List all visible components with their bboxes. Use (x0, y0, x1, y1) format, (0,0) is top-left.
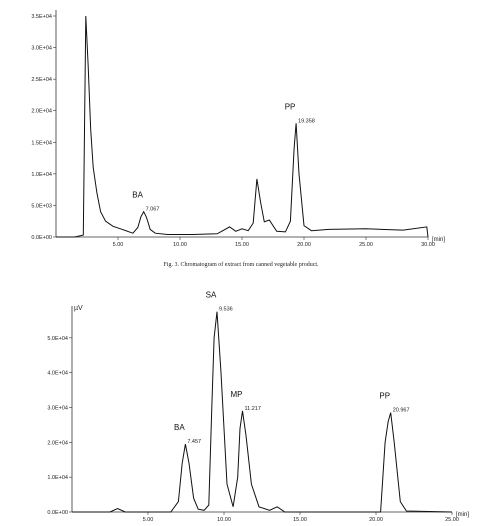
c2-peak-time-label: 9.536 (219, 307, 233, 313)
c2-peak-name-label: BA (174, 423, 185, 432)
chart1-trace (56, 15, 429, 238)
c2-peak-name-label: SA (206, 291, 217, 300)
c2-x-tick-label: 5.00 (143, 517, 154, 523)
c2-y-unit-label: µV (74, 305, 83, 312)
c1-peak-time-label: 7.067 (146, 207, 160, 213)
c2-y-tick-label: 1.0E+04 (47, 475, 68, 481)
c1-x-tick-label: 20.00 (297, 242, 311, 248)
c2-y-tick-label: 2.0E+04 (47, 440, 68, 446)
c1-y-tick-label: 1.5E+04 (31, 140, 52, 146)
c1-x-tick-label: 25.00 (359, 242, 373, 248)
c2-y-tick-label: 4.0E+04 (47, 371, 68, 377)
c2-y-tick-label: 5.0E+04 (47, 336, 68, 342)
c2-peak-name-label: PP (379, 392, 390, 401)
c2-y-tick-label: 3.0E+04 (47, 406, 68, 412)
c2-x-tick-label: 15.00 (293, 517, 307, 523)
chart2-ticks: 0.0E+00 1.0E+04 2.0E+04 3.0E+04 4.0E+04 5.0E+… (47, 305, 469, 523)
c1-peak-time-label: 19.358 (298, 118, 315, 124)
c1-y-tick-label: 2.0E+04 (31, 109, 52, 115)
c1-peak-name-label: PP (285, 102, 296, 111)
c2-x-unit-label: [min] (456, 512, 469, 518)
c2-y-tick-label: 0.0E+00 (47, 510, 68, 516)
c1-y-tick-label: 2.5E+04 (31, 77, 52, 83)
c2-peak-name-label: MP (230, 390, 242, 399)
c1-x-tick-label: 15.00 (235, 242, 249, 248)
c1-y-tick-label: 3.5E+04 (31, 14, 52, 20)
figure-caption: Fig. 3. Chromatogram of extract from can… (163, 262, 319, 268)
chart1-axes (55, 10, 428, 238)
chromatogram-1: 0.0E+00 5.0E+03 1.0E+04 1.5E+04 2.0E+04 2.5E+… (31, 10, 445, 248)
c2-x-tick-label: 25.00 (445, 517, 459, 523)
c1-x-tick-label: 30.00 (421, 242, 435, 248)
c1-x-tick-label: 10.00 (173, 242, 187, 248)
chart1-ticks: 0.0E+00 5.0E+03 1.0E+04 1.5E+04 2.0E+04 2.5E+… (31, 14, 445, 248)
chart2-trace (72, 311, 453, 513)
c1-y-tick-label: 1.0E+04 (31, 172, 52, 178)
c1-y-tick-label: 0.0E+00 (31, 235, 52, 241)
c1-peak-name-label: BA (132, 191, 143, 200)
chart1-annotations: 7.067 BA 19.358 PP (132, 102, 315, 212)
c1-x-tick-label: 5.00 (113, 242, 124, 248)
chromatogram-2: 0.0E+00 1.0E+04 2.0E+04 3.0E+04 4.0E+04 5.0E+… (47, 291, 469, 523)
c2-x-tick-label: 10.00 (217, 517, 231, 523)
c1-y-tick-label: 3.0E+04 (31, 46, 52, 52)
c2-peak-time-label: 20.967 (393, 408, 410, 414)
c2-peak-time-label: 7.457 (187, 439, 201, 445)
c2-x-tick-label: 20.00 (369, 517, 383, 523)
chart2-annotations: 7.457 BA 9.536 SA 11.217 MP 20.967 PP (174, 291, 410, 445)
c1-x-unit-label: [min] (432, 237, 445, 243)
c1-y-tick-label: 5.0E+03 (31, 203, 52, 209)
c2-peak-time-label: 11.217 (244, 406, 260, 412)
